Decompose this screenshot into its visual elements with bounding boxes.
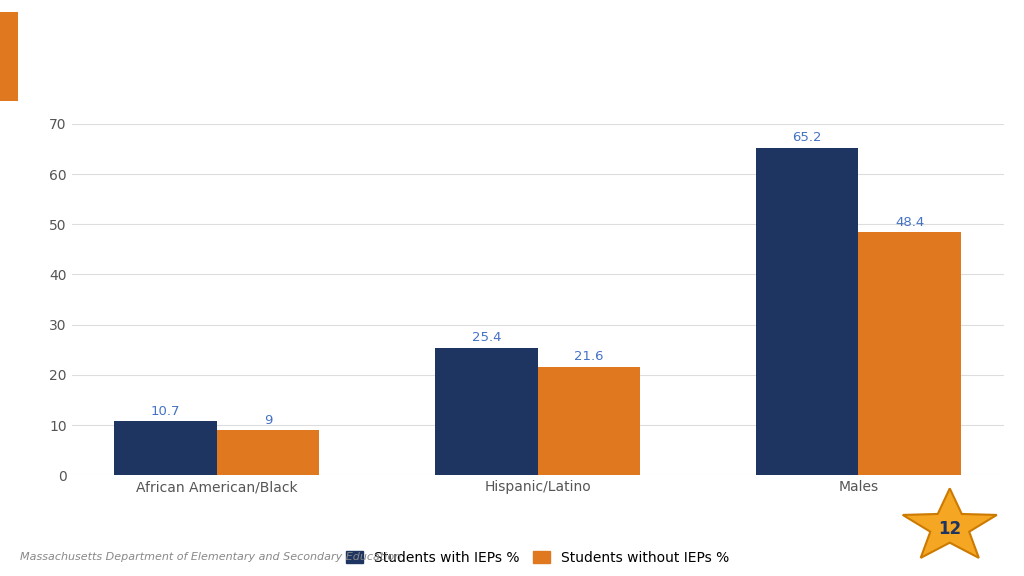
- Text: 10.7: 10.7: [151, 405, 180, 418]
- Text: 9: 9: [264, 414, 272, 426]
- Text: Massachusetts Department of Elementary and Secondary Education: Massachusetts Department of Elementary a…: [20, 552, 401, 562]
- Bar: [858, 232, 962, 475]
- Legend: Students with IEPs %, Students without IEPs %: Students with IEPs %, Students without I…: [346, 551, 729, 564]
- Text: 21.6: 21.6: [574, 350, 604, 363]
- Bar: [435, 348, 538, 475]
- Text: 12: 12: [938, 520, 962, 539]
- Text: 25.4: 25.4: [471, 331, 501, 344]
- Bar: [217, 430, 319, 475]
- PathPatch shape: [903, 488, 996, 558]
- Bar: [538, 367, 640, 475]
- Text: Comparing Identification of SwIEPs by Student Group (SY 2020-21): Comparing Identification of SwIEPs by St…: [29, 42, 1024, 70]
- Text: 65.2: 65.2: [793, 131, 822, 145]
- Bar: [756, 148, 858, 475]
- Bar: [114, 422, 217, 475]
- Bar: [0, 12, 18, 101]
- Text: 48.4: 48.4: [895, 216, 925, 229]
